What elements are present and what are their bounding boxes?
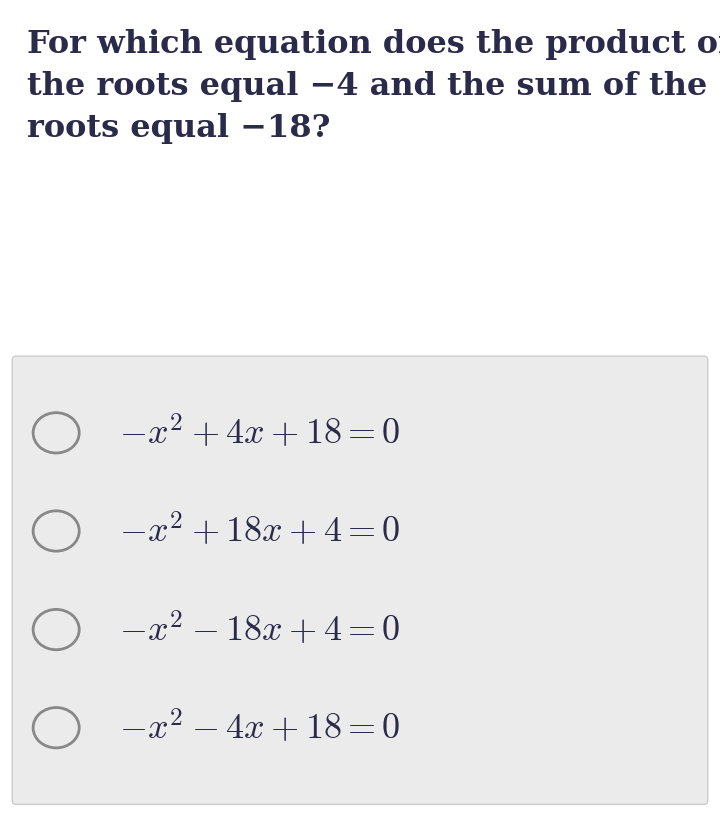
Text: $-x^2 + 4x + 18 = 0$: $-x^2 + 4x + 18 = 0$ <box>119 414 400 452</box>
Ellipse shape <box>33 610 79 650</box>
Text: roots equal −18?: roots equal −18? <box>27 113 331 144</box>
Text: $-x^2 - 18x + 4 = 0$: $-x^2 - 18x + 4 = 0$ <box>119 610 400 649</box>
Ellipse shape <box>33 412 79 453</box>
FancyBboxPatch shape <box>12 356 708 804</box>
Ellipse shape <box>33 511 79 551</box>
Text: the roots equal −4 and the sum of the: the roots equal −4 and the sum of the <box>27 71 708 102</box>
Text: For which equation does the product of: For which equation does the product of <box>27 29 720 59</box>
Text: $-x^2 + 18x + 4 = 0$: $-x^2 + 18x + 4 = 0$ <box>119 512 400 550</box>
Text: $-x^2 - 4x + 18 = 0$: $-x^2 - 4x + 18 = 0$ <box>119 709 400 747</box>
Ellipse shape <box>33 707 79 748</box>
